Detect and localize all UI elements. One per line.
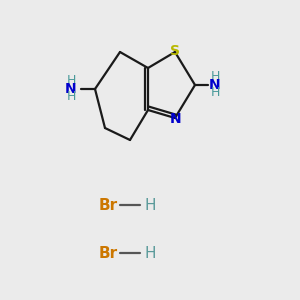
Text: N: N: [209, 78, 221, 92]
Text: N: N: [65, 82, 77, 96]
Text: H: H: [210, 86, 220, 100]
Text: H: H: [144, 245, 155, 260]
Text: H: H: [210, 70, 220, 83]
Text: N: N: [170, 112, 182, 126]
Text: Br: Br: [99, 197, 118, 212]
Text: H: H: [66, 74, 76, 88]
Text: S: S: [170, 44, 180, 58]
Text: H: H: [66, 91, 76, 103]
Text: H: H: [144, 197, 155, 212]
Text: Br: Br: [99, 245, 118, 260]
